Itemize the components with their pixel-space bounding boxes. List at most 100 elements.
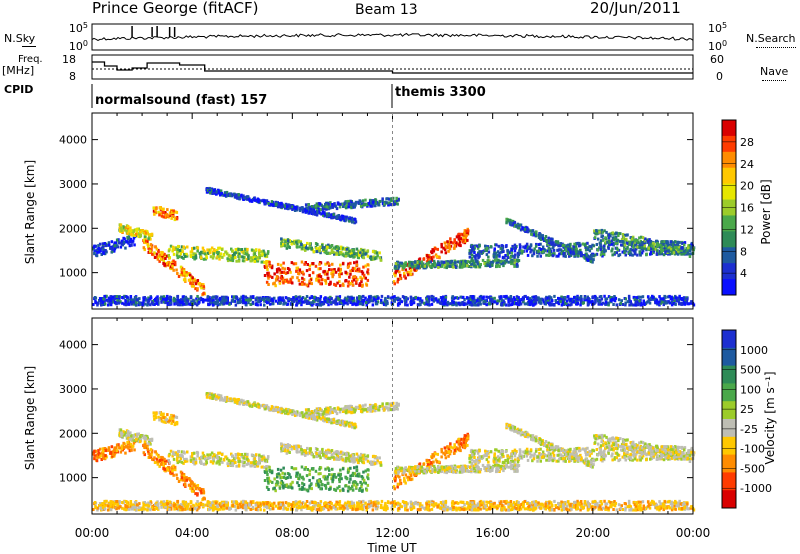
power-cell bbox=[226, 296, 229, 300]
power-cell bbox=[574, 245, 578, 249]
power-cell bbox=[358, 253, 361, 257]
power-cell bbox=[537, 233, 541, 237]
power-cell bbox=[496, 250, 500, 254]
power-cell bbox=[232, 192, 236, 196]
power-cell bbox=[603, 294, 606, 298]
power-cell bbox=[166, 294, 169, 298]
power-cell bbox=[238, 197, 241, 201]
power-cell bbox=[162, 211, 165, 215]
power-cell bbox=[430, 256, 433, 260]
power-cell bbox=[138, 301, 141, 305]
power-cell bbox=[130, 229, 133, 233]
power-cell bbox=[170, 216, 173, 220]
power-cell bbox=[290, 261, 294, 265]
power-cell bbox=[239, 297, 242, 301]
power-cell bbox=[673, 240, 677, 244]
power-cell bbox=[364, 296, 367, 300]
power-cell bbox=[365, 303, 368, 307]
power-cell bbox=[498, 254, 501, 258]
power-cell bbox=[156, 255, 159, 259]
power-cell bbox=[344, 218, 348, 222]
power-cell bbox=[331, 275, 334, 279]
power-cell bbox=[162, 256, 166, 260]
power-cell bbox=[231, 257, 234, 260]
power-cell bbox=[162, 207, 165, 211]
power-cell bbox=[491, 261, 494, 265]
power-cell bbox=[506, 256, 510, 259]
power-cell bbox=[317, 279, 321, 283]
power-cell bbox=[389, 203, 393, 207]
power-cell bbox=[349, 261, 352, 265]
power-cell bbox=[339, 284, 342, 288]
power-cell bbox=[257, 200, 260, 204]
power-cell bbox=[327, 298, 331, 302]
power-cell bbox=[305, 295, 309, 298]
power-cell bbox=[441, 262, 445, 266]
power-cell bbox=[599, 253, 603, 257]
power-cell bbox=[338, 205, 342, 209]
power-cell bbox=[546, 242, 549, 246]
power-cell bbox=[315, 213, 319, 217]
power-cell bbox=[453, 261, 457, 265]
power-cell bbox=[320, 246, 323, 249]
power-cell bbox=[126, 295, 129, 299]
power-cell bbox=[224, 300, 227, 304]
power-cell bbox=[250, 256, 253, 260]
power-cell bbox=[534, 295, 538, 299]
power-cell bbox=[609, 296, 612, 299]
power-cell bbox=[353, 302, 356, 306]
power-cell bbox=[219, 193, 222, 197]
power-cell bbox=[397, 303, 400, 307]
power-cell bbox=[453, 259, 457, 263]
power-cell bbox=[285, 279, 289, 283]
power-cell bbox=[133, 228, 137, 232]
power-cell bbox=[468, 260, 472, 264]
power-cell bbox=[171, 211, 174, 214]
power-cell bbox=[415, 266, 418, 270]
power-cell bbox=[624, 297, 628, 301]
power-cell bbox=[471, 245, 475, 249]
power-cell bbox=[526, 253, 530, 257]
power-cell bbox=[192, 298, 195, 302]
power-cell bbox=[337, 245, 340, 249]
power-cell bbox=[419, 297, 422, 301]
power-cell bbox=[190, 250, 194, 254]
power-cell bbox=[481, 296, 484, 300]
power-cell bbox=[276, 262, 280, 266]
velocity-cell bbox=[129, 431, 132, 435]
power-cell bbox=[224, 250, 227, 254]
power-cell bbox=[344, 254, 348, 258]
power-cell bbox=[351, 283, 355, 287]
power-cell bbox=[458, 260, 461, 264]
power-cell bbox=[629, 236, 632, 240]
power-cell bbox=[449, 240, 453, 244]
power-cell bbox=[270, 297, 274, 301]
power-cell bbox=[639, 239, 642, 243]
power-cell bbox=[485, 249, 488, 253]
power-cell bbox=[286, 241, 289, 245]
power-cell bbox=[218, 257, 221, 261]
power-cell bbox=[535, 230, 538, 234]
power-cell bbox=[623, 247, 626, 251]
power-cell bbox=[643, 241, 647, 245]
power-cell bbox=[588, 244, 591, 248]
power-cell bbox=[545, 253, 548, 257]
power-cell bbox=[181, 302, 185, 306]
power-cell bbox=[665, 301, 669, 305]
power-cell bbox=[203, 250, 207, 254]
power-cell bbox=[117, 295, 120, 299]
power-cell bbox=[668, 252, 672, 256]
power-cell bbox=[614, 237, 618, 241]
freq-line bbox=[92, 61, 693, 74]
noise-left-underline bbox=[22, 46, 36, 47]
power-cell bbox=[575, 302, 578, 306]
power-cell bbox=[652, 247, 655, 251]
power-cell bbox=[608, 241, 611, 244]
power-cell bbox=[450, 262, 454, 266]
power-cell bbox=[547, 236, 550, 240]
power-cell bbox=[675, 250, 678, 254]
power-cell bbox=[495, 258, 498, 262]
power-cell bbox=[212, 189, 215, 193]
power-cell bbox=[348, 254, 351, 258]
power-cell bbox=[347, 205, 350, 209]
